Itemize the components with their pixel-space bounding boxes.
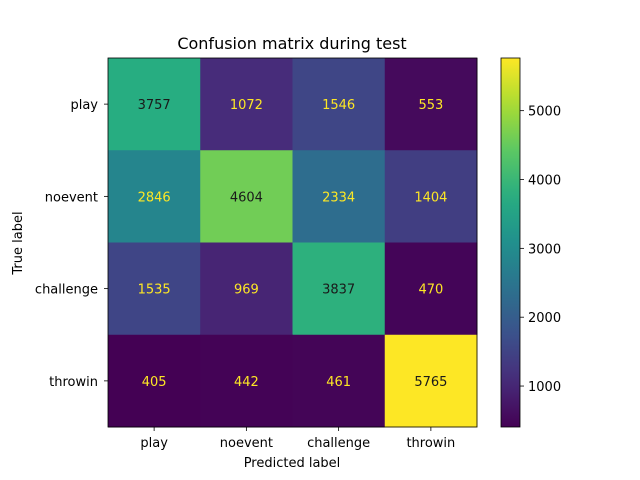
heatmap-cell-challenge-noevent	[200, 242, 293, 336]
colorbar-tick-label: 3000	[528, 242, 561, 257]
cell-value-challenge-noevent: 969	[234, 283, 259, 298]
heatmap-cell-noevent-challenge	[292, 150, 386, 243]
heatmap-cell-play-challenge	[292, 58, 386, 151]
heatmap-cell-throwin-challenge	[292, 334, 386, 428]
heatmap-cell-noevent-noevent	[200, 150, 293, 243]
cell-value-throwin-throwin: 5765	[414, 375, 447, 390]
cell-value-challenge-throwin: 470	[418, 283, 443, 298]
heatmap-cell-challenge-play	[108, 242, 201, 336]
cell-value-play-challenge: 1546	[322, 98, 355, 113]
colorbar	[501, 58, 520, 427]
y-axis-ticks: play noevent challenge throwin	[35, 98, 108, 390]
x-axis-ticks: play noevent challenge throwin	[140, 427, 455, 451]
colorbar-frame	[500, 57, 521, 428]
cell-value-play-play: 3757	[138, 98, 171, 113]
heatmap-cell-throwin-throwin	[384, 334, 478, 428]
cell-value-throwin-noevent: 442	[234, 375, 259, 390]
heatmap-cell-challenge-throwin	[384, 242, 478, 336]
x-tick-label-play: play	[140, 436, 168, 451]
heatmap-cell-challenge-challenge	[292, 242, 386, 336]
cell-value-noevent-play: 2846	[138, 190, 171, 205]
cell-value-play-throwin: 553	[418, 98, 443, 113]
colorbar-tick-label: 1000	[528, 380, 561, 395]
x-tick-label-challenge: challenge	[307, 436, 370, 451]
heatmap-cells	[108, 58, 478, 428]
x-axis-label: Predicted label	[244, 456, 341, 471]
y-tick-label-play: play	[70, 98, 98, 113]
cell-value-noevent-throwin: 1404	[414, 190, 447, 205]
y-tick-label-noevent: noevent	[45, 190, 98, 205]
cell-value-noevent-noevent: 4604	[230, 190, 263, 205]
plot-frame	[107, 57, 478, 428]
heatmap-cell-play-play	[108, 58, 201, 151]
cell-value-challenge-challenge: 3837	[322, 283, 355, 298]
heatmap-cell-play-throwin	[384, 58, 478, 151]
colorbar-tick-label: 4000	[528, 174, 561, 189]
x-tick-label-noevent: noevent	[220, 436, 273, 451]
heatmap-cell-play-noevent	[200, 58, 293, 151]
colorbar-ticks: 1000 2000 3000 4000 5000	[520, 105, 561, 395]
cell-value-throwin-challenge: 461	[326, 375, 351, 390]
x-tick-label-throwin: throwin	[406, 436, 455, 451]
cell-value-noevent-challenge: 2334	[322, 190, 355, 205]
colorbar-tick-label: 5000	[528, 105, 561, 120]
heatmap-cell-labels: 3757 1072 1546 553 2846 4604 2334 1404 1535 969 38…	[138, 98, 448, 390]
cell-value-throwin-play: 405	[142, 375, 167, 390]
cell-value-play-noevent: 1072	[230, 98, 263, 113]
chart-title: Confusion matrix during test	[177, 34, 406, 53]
colorbar-tick-label: 2000	[528, 311, 561, 326]
heatmap-cell-noevent-throwin	[384, 150, 478, 243]
heatmap-cell-noevent-play	[108, 150, 201, 243]
heatmap-cell-throwin-noevent	[200, 334, 293, 428]
y-axis-label: True label	[11, 211, 26, 275]
y-tick-label-challenge: challenge	[35, 283, 98, 298]
heatmap-cell-throwin-play	[108, 334, 201, 428]
cell-value-challenge-play: 1535	[138, 283, 171, 298]
y-tick-label-throwin: throwin	[49, 375, 98, 390]
